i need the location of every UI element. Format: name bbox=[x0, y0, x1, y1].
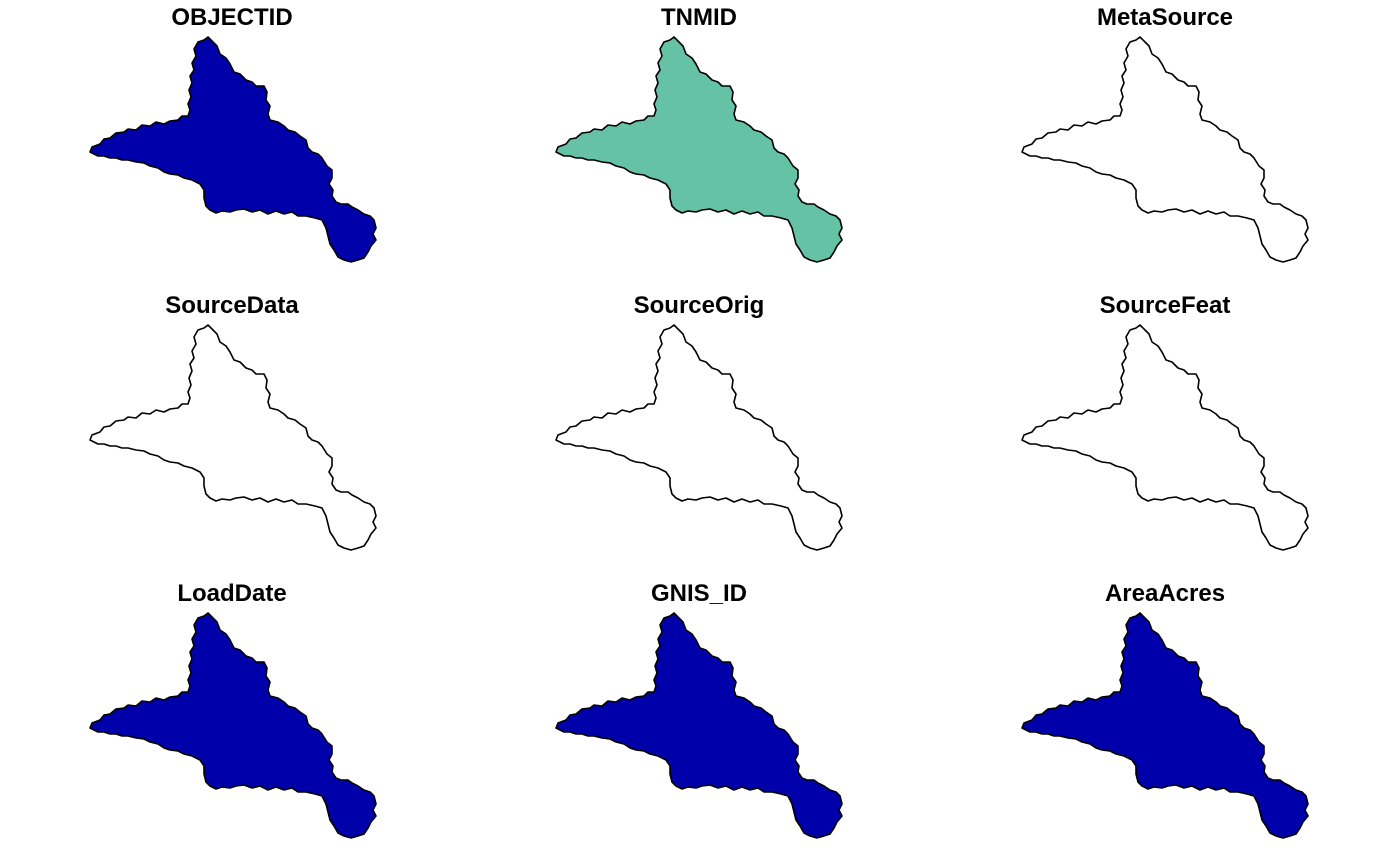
panel-title: OBJECTID bbox=[171, 4, 292, 31]
map-panel-metasource: MetaSource bbox=[1021, 4, 1309, 263]
map-panel-loaddate: LoadDate bbox=[89, 580, 377, 839]
panel-title: SourceOrig bbox=[634, 292, 765, 319]
watershed-polygon bbox=[89, 324, 377, 551]
panel-title: AreaAcres bbox=[1105, 580, 1225, 607]
watershed-polygon bbox=[555, 36, 843, 263]
map-panel-areaacres: AreaAcres bbox=[1021, 580, 1309, 839]
panel-title: TNMID bbox=[661, 4, 737, 31]
map-panel-objectid: OBJECTID bbox=[89, 4, 377, 263]
watershed-polygon bbox=[1021, 36, 1309, 263]
panel-title: MetaSource bbox=[1097, 4, 1233, 31]
panel-title: SourceFeat bbox=[1100, 292, 1231, 319]
panel-title: SourceData bbox=[165, 292, 299, 319]
panel-title: GNIS_ID bbox=[651, 580, 747, 607]
map-panel-sourcedata: SourceData bbox=[89, 292, 377, 551]
panel-title: LoadDate bbox=[177, 580, 286, 607]
map-panel-tnmid: TNMID bbox=[555, 4, 843, 263]
watershed-polygon bbox=[555, 324, 843, 551]
map-panel-sourcefeat: SourceFeat bbox=[1021, 292, 1309, 551]
watershed-polygon bbox=[89, 612, 377, 839]
watershed-polygon bbox=[555, 612, 843, 839]
watershed-polygon bbox=[89, 36, 377, 263]
watershed-polygon bbox=[1021, 612, 1309, 839]
map-panel-sourceorig: SourceOrig bbox=[555, 292, 843, 551]
map-panel-gnis-id: GNIS_ID bbox=[555, 580, 843, 839]
watershed-polygon bbox=[1021, 324, 1309, 551]
